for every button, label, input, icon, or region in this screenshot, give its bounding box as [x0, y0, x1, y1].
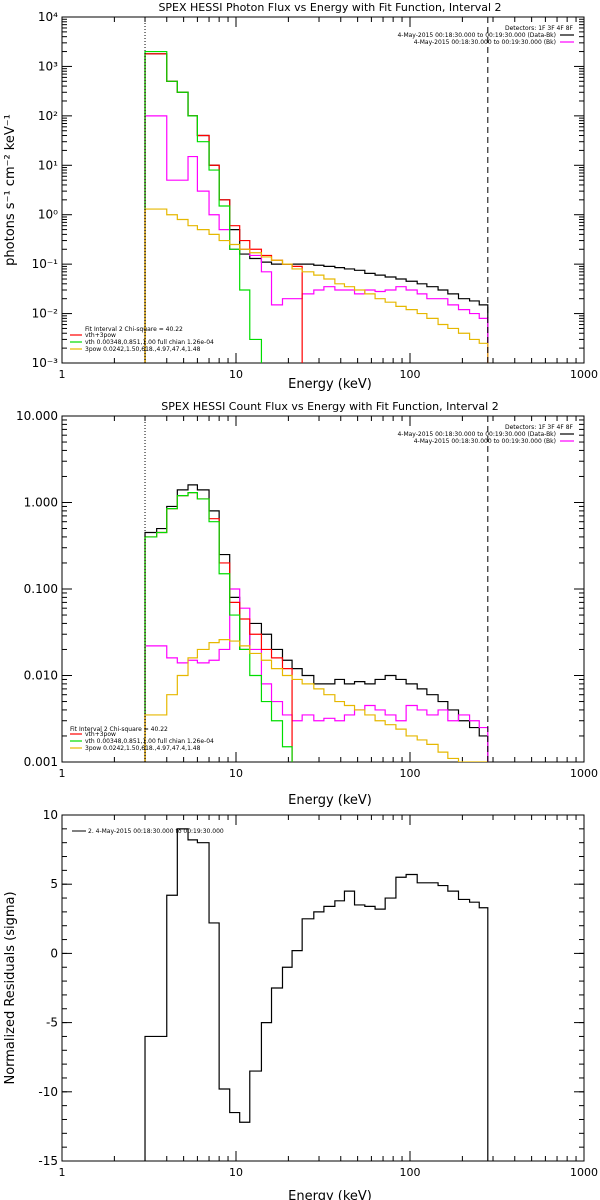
fit-header: Fit Interval 2 Chi-square = 40.22	[70, 726, 168, 733]
x-axis-label: Energy (keV)	[288, 1189, 372, 1200]
legend-entry: 2. 4-May-2015 00:18:30.000 to 00:19:30.0…	[88, 828, 224, 835]
series-4-may-2015-00-18-30-000-to-00-19-30-000-bk	[144, 115, 489, 363]
residuals-panel: 1 10 100 1000 -15 -10 -5 0 5 10 Energy (keV) Nor…	[3, 808, 598, 1200]
plot-frame	[61, 814, 585, 1162]
x-tick-label: 1000	[570, 368, 598, 381]
x-tick-label: 1	[59, 767, 66, 780]
series-2-4-may-2015-00-18-30-000-to-00-19-30-000	[144, 828, 489, 1161]
y-ticks: 0.001 0.010 0.100 1.000 10.000	[16, 409, 584, 769]
series-vth-3pow	[144, 53, 303, 363]
y-tick-label: 10³	[38, 59, 58, 73]
y-tick-label: 10.000	[16, 409, 58, 423]
series-4-may-2015-00-18-30-000-to-00-19-30-000-bk	[144, 588, 489, 762]
legend-entry: 4-May-2015 00:18:30.000 to 00:19:30.000 …	[414, 438, 556, 445]
fit-entry: vth+3pow	[85, 332, 116, 339]
x-tick-label: 10	[229, 368, 243, 381]
series-vth-0-00348-0-851-1-00-full-chian-1-26e-04	[144, 50, 263, 363]
y-tick-label: 0.010	[24, 669, 58, 683]
chart-title: SPEX HESSI Photon Flux vs Energy with Fi…	[158, 1, 501, 14]
x-ticks: 1 10 100 1000	[59, 416, 598, 780]
legend: 4-May-2015 00:18:30.000 to 00:19:30.000 …	[397, 431, 574, 445]
y-tick-label: 10	[43, 808, 58, 822]
series-4-may-2015-00-18-30-000-to-00-19-30-000-data-bk	[144, 53, 489, 363]
legend-header: Detectors: 1F 3F 4F 8F	[505, 424, 574, 431]
legend-header: Detectors: 1F 3F 4F 8F	[505, 25, 574, 32]
y-axis-label: Normalized Residuals (sigma)	[3, 891, 18, 1084]
y-ticks: 10⁻³ 10⁻² 10⁻¹ 10⁰ 10¹ 10² 10³ 10⁴	[32, 10, 584, 370]
y-tick-label: -10	[38, 1085, 58, 1099]
y-tick-label: 10⁻³	[32, 356, 59, 370]
fit-entry: 3pow 0.0242,1.50,618.,4.97,47.4,1.48	[85, 346, 201, 353]
x-ticks: 1 10 100 1000	[59, 815, 598, 1179]
y-tick-label: 10¹	[38, 158, 58, 172]
legend-entry: 4-May-2015 00:18:30.000 to 00:19:30.000 …	[414, 39, 556, 46]
x-tick-label: 1000	[570, 1166, 598, 1179]
y-tick-label: 1.000	[24, 496, 58, 510]
data-series-group	[144, 828, 489, 1161]
plot-frame	[61, 415, 585, 763]
chart-title: SPEX HESSI Count Flux vs Energy with Fit…	[161, 400, 498, 413]
x-tick-label: 1	[59, 368, 66, 381]
data-series-group	[144, 484, 489, 762]
fit-entry: vth+3pow	[85, 731, 116, 738]
fit-entry: vth 0.00348,0.851,1.00 full chian 1.26e-…	[85, 738, 214, 745]
x-tick-label: 1	[59, 1166, 66, 1179]
x-tick-label: 100	[400, 1166, 421, 1179]
x-axis-label: Energy (keV)	[288, 377, 372, 392]
y-tick-label: 10⁻¹	[32, 257, 59, 271]
legend: 4-May-2015 00:18:30.000 to 00:19:30.000 …	[397, 32, 574, 46]
x-ticks: 1 10 100 1000	[59, 17, 598, 381]
fit-header: Fit Interval 2 Chi-square = 40.22	[85, 326, 183, 333]
y-tick-label: 0.001	[24, 755, 58, 769]
y-ticks: -15 -10 -5 0 5 10	[38, 808, 584, 1168]
y-tick-label: -15	[38, 1154, 58, 1168]
legend-entry: 4-May-2015 00:18:30.000 to 00:19:30.000 …	[397, 32, 556, 39]
y-tick-label: 10⁰	[38, 208, 58, 222]
plot-frame	[61, 16, 585, 364]
legend-entry: 4-May-2015 00:18:30.000 to 00:19:30.000 …	[397, 431, 556, 438]
photon-flux-panel: SPEX HESSI Photon Flux vs Energy with Fi…	[3, 1, 598, 392]
x-tick-label: 10	[229, 767, 243, 780]
y-tick-label: 10²	[38, 109, 58, 123]
y-tick-label: 0	[50, 946, 58, 960]
y-tick-label: 5	[50, 877, 58, 891]
series-vth-0-00348-0-851-1-00-full-chian-1-26e-04	[144, 492, 293, 762]
legend: 2. 4-May-2015 00:18:30.000 to 00:19:30.0…	[72, 828, 224, 835]
y-tick-label: 10⁴	[38, 10, 58, 24]
series-4-may-2015-00-18-30-000-to-00-19-30-000-data-bk	[144, 484, 489, 762]
fit-entry: vth 0.00348,0.851,1.00 full chian 1.26e-…	[85, 339, 214, 346]
y-tick-label: 10⁻²	[32, 307, 59, 321]
y-axis-label: photons s⁻¹ cm⁻² keV⁻¹	[3, 114, 18, 266]
fit-entry: 3pow 0.0242,1.50,618.,4.97,47.4,1.48	[85, 745, 201, 752]
x-axis-label: Energy (keV)	[288, 793, 372, 808]
x-tick-label: 100	[400, 368, 421, 381]
data-series-group	[144, 50, 489, 363]
series-3pow-0-0242-1-50-618-4-97-47-4-1-48	[144, 639, 488, 762]
y-tick-label: 0.100	[24, 582, 58, 596]
x-tick-label: 10	[229, 1166, 243, 1179]
x-tick-label: 1000	[570, 767, 598, 780]
y-tick-label: -5	[46, 1016, 58, 1030]
x-tick-label: 100	[400, 767, 421, 780]
count-flux-panel: SPEX HESSI Count Flux vs Energy with Fit…	[16, 400, 598, 808]
series-3pow-0-0242-1-50-618-4-97-47-4-1-48	[144, 208, 489, 363]
